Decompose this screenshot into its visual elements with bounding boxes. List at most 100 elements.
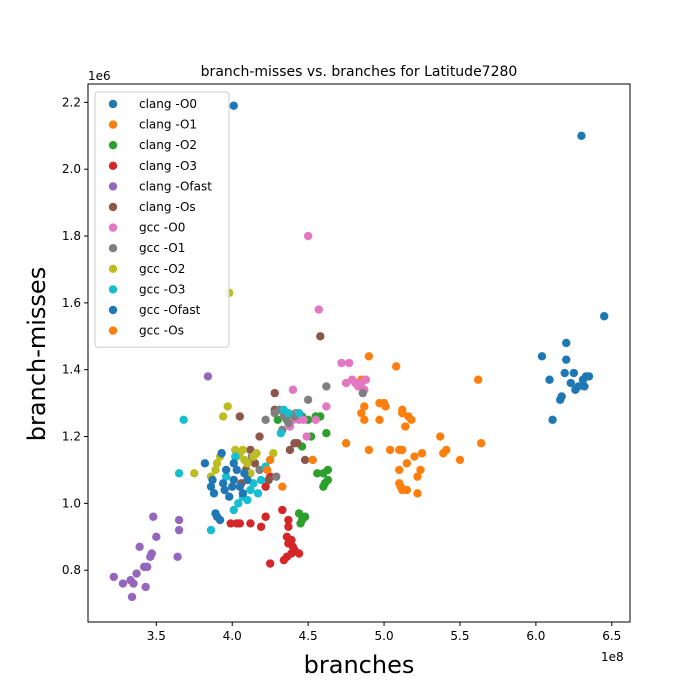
legend-label: gcc -O1	[139, 241, 185, 255]
x-tick-label: 3.5	[147, 629, 166, 643]
data-point	[229, 459, 238, 468]
data-point	[243, 459, 252, 468]
data-point	[580, 382, 589, 391]
data-point	[229, 101, 238, 110]
data-point	[416, 465, 425, 475]
legend-marker	[108, 326, 118, 335]
data-point	[401, 422, 410, 431]
legend-marker	[108, 285, 118, 294]
data-point	[417, 449, 427, 458]
data-point	[243, 475, 252, 485]
data-point	[218, 412, 228, 421]
data-point	[299, 415, 308, 425]
series-clang-O3	[226, 472, 304, 568]
data-point	[212, 459, 222, 468]
data-point	[276, 428, 286, 438]
data-point	[357, 408, 366, 418]
data-point	[319, 482, 328, 491]
data-point	[135, 542, 144, 552]
data-point	[252, 449, 261, 458]
y-axis-label: branch-misses	[23, 267, 51, 441]
x-tick-label: 5.0	[375, 629, 394, 643]
data-point	[206, 482, 216, 491]
data-point	[174, 469, 184, 478]
legend-marker	[108, 223, 118, 232]
data-point	[557, 392, 566, 401]
data-point	[395, 465, 404, 475]
legend-label: gcc -O0	[139, 221, 185, 235]
x-axis-label: branches	[304, 651, 415, 679]
legend-label: clang -Ofast	[139, 179, 212, 193]
y-tick-label: 1.4	[62, 363, 81, 377]
data-point	[238, 489, 248, 498]
data-point	[545, 375, 554, 384]
data-point	[284, 418, 293, 428]
legend-label: clang -O1	[139, 118, 197, 132]
data-point	[250, 459, 260, 468]
legend-label: gcc -Os	[139, 324, 184, 338]
data-point	[223, 402, 232, 411]
data-point	[316, 332, 325, 341]
data-point	[584, 372, 594, 381]
legend-marker	[108, 244, 118, 253]
data-point	[174, 515, 184, 525]
legend-label: clang -Os	[139, 200, 196, 214]
data-point	[323, 465, 333, 475]
data-point	[232, 465, 241, 475]
data-point	[599, 312, 609, 321]
data-point	[243, 495, 252, 505]
data-point	[141, 582, 150, 592]
data-point	[344, 358, 354, 368]
data-point	[261, 512, 270, 521]
data-point	[560, 368, 569, 378]
data-point	[391, 362, 401, 371]
data-point	[285, 445, 295, 455]
data-point	[410, 452, 419, 461]
data-point	[190, 469, 199, 478]
data-point	[261, 415, 270, 425]
data-point	[402, 485, 412, 495]
legend-marker	[108, 264, 118, 273]
data-point	[229, 505, 238, 515]
data-point	[337, 358, 346, 368]
data-point	[261, 482, 270, 491]
data-point	[385, 445, 395, 455]
data-point	[147, 549, 156, 558]
data-point	[293, 439, 302, 448]
data-point	[436, 432, 445, 441]
data-point	[221, 465, 231, 475]
data-point	[203, 372, 213, 381]
series-clang-Ofast	[109, 372, 213, 602]
data-point	[381, 402, 390, 411]
x-tick-label: 4.5	[299, 629, 318, 643]
data-point	[218, 479, 228, 488]
data-point	[265, 559, 275, 568]
data-point	[284, 515, 293, 525]
data-point	[302, 432, 311, 441]
data-point	[562, 338, 571, 348]
data-point	[224, 492, 234, 501]
data-point	[308, 455, 317, 465]
data-point	[235, 412, 245, 421]
legend-box	[94, 91, 230, 348]
y-offset-label: 1e6	[88, 69, 111, 83]
data-point	[256, 475, 266, 485]
series-gcc-Ofast	[200, 449, 252, 525]
data-point	[269, 449, 278, 458]
y-tick-label: 1.2	[62, 430, 81, 444]
data-point	[246, 485, 255, 495]
legend-marker	[108, 305, 118, 315]
data-point	[296, 519, 305, 528]
data-point	[235, 482, 245, 491]
data-point	[215, 515, 225, 525]
data-point	[231, 452, 240, 461]
data-point	[569, 368, 579, 378]
data-point	[127, 592, 137, 602]
data-point	[174, 525, 184, 535]
data-point	[173, 552, 182, 562]
x-tick-label: 4.0	[223, 629, 242, 643]
data-point	[279, 555, 289, 565]
data-point	[477, 439, 486, 448]
data-point	[206, 525, 216, 535]
